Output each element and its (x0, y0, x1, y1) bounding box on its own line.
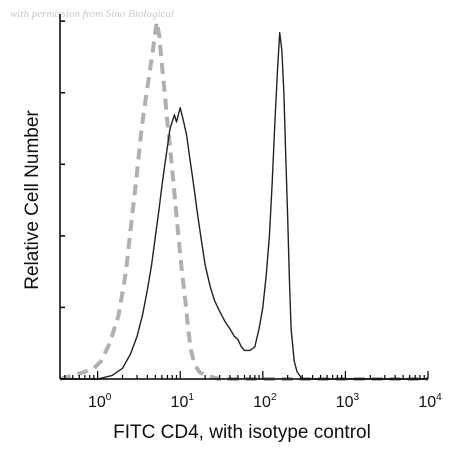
watermark-text: with permission from Sino Biological (10, 8, 174, 20)
series-line-2-sample (60, 32, 428, 380)
x-axis-label: FITC CD4, with isotype control (113, 422, 371, 443)
series-layer (59, 20, 428, 381)
series-line-1-isotype (59, 20, 428, 381)
x-tick-label: 101 (171, 392, 195, 411)
x-tick-label: 104 (418, 392, 442, 411)
x-tick-label: 102 (253, 392, 277, 411)
axes-layer (59, 14, 429, 380)
x-tick-label: 103 (336, 392, 360, 411)
y-axis-label: Relative Cell Number (22, 110, 43, 290)
x-tick-label: 100 (88, 392, 112, 411)
x-tick-labels: 100 101 102 103 104 (88, 392, 442, 411)
